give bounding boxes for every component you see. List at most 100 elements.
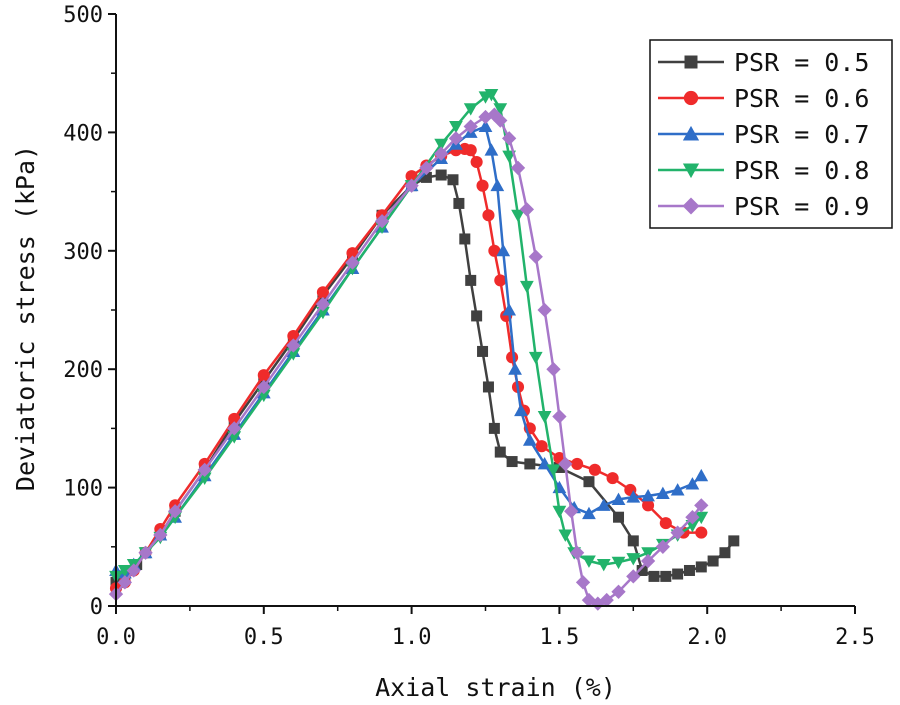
data-point bbox=[471, 310, 483, 322]
data-point bbox=[564, 504, 579, 519]
y-tick-label: 400 bbox=[63, 121, 103, 146]
x-axis-title: Axial strain (%) bbox=[375, 673, 616, 702]
data-point bbox=[537, 302, 552, 318]
data-point bbox=[695, 561, 707, 573]
data-point bbox=[374, 214, 390, 229]
data-point bbox=[569, 545, 585, 560]
data-point bbox=[558, 456, 573, 472]
data-point bbox=[640, 553, 656, 569]
data-point bbox=[419, 160, 434, 176]
data-point bbox=[588, 463, 601, 476]
data-point bbox=[728, 535, 740, 547]
data-point bbox=[670, 525, 685, 540]
data-point bbox=[453, 197, 465, 209]
legend-item-2: PSR = 0.6 bbox=[658, 84, 869, 113]
data-point bbox=[520, 280, 534, 294]
data-point bbox=[672, 568, 684, 580]
data-point bbox=[626, 553, 641, 566]
legend-marker bbox=[682, 125, 700, 141]
data-point bbox=[470, 155, 483, 169]
y-tick-label: 100 bbox=[63, 477, 103, 502]
data-point bbox=[694, 511, 709, 525]
data-point bbox=[448, 131, 464, 146]
data-point bbox=[613, 511, 625, 523]
legend-marker bbox=[682, 163, 700, 179]
y-axis-title: Deviatoric stress (kPa) bbox=[11, 145, 40, 491]
data-point bbox=[611, 492, 626, 505]
legend-item-1: PSR = 0.5 bbox=[658, 48, 869, 77]
data-point bbox=[685, 477, 700, 490]
data-point bbox=[552, 409, 567, 424]
data-point bbox=[535, 440, 548, 453]
x-tick-label: 2.0 bbox=[687, 625, 727, 650]
data-point bbox=[537, 411, 552, 424]
data-point bbox=[582, 506, 596, 520]
legend-label: PSR = 0.6 bbox=[734, 84, 869, 113]
data-point bbox=[611, 584, 626, 599]
data-point bbox=[459, 233, 471, 245]
data-point bbox=[167, 504, 183, 519]
data-point bbox=[582, 555, 596, 568]
data-point bbox=[641, 547, 655, 560]
legend-item-4: PSR = 0.8 bbox=[658, 156, 869, 185]
data-point bbox=[482, 381, 494, 393]
data-point bbox=[707, 555, 719, 567]
data-point bbox=[611, 556, 626, 570]
data-point bbox=[117, 575, 133, 590]
data-point bbox=[508, 362, 522, 375]
data-point bbox=[506, 456, 518, 468]
data-point bbox=[596, 559, 611, 572]
data-point bbox=[197, 462, 212, 477]
data-point bbox=[694, 468, 709, 482]
data-point bbox=[510, 160, 526, 176]
data-point bbox=[636, 564, 648, 576]
data-point bbox=[626, 569, 641, 584]
data-point bbox=[514, 403, 528, 417]
data-point bbox=[685, 519, 700, 533]
data-point bbox=[496, 243, 511, 257]
x-tick-label: 1.5 bbox=[540, 625, 580, 650]
data-point bbox=[153, 527, 168, 543]
data-point bbox=[626, 490, 641, 503]
data-point bbox=[599, 592, 614, 608]
data-point bbox=[571, 457, 584, 470]
legend-marker bbox=[682, 197, 700, 215]
data-point bbox=[546, 362, 561, 377]
x-tick-label: 0.0 bbox=[96, 625, 136, 650]
legend-label: PSR = 0.8 bbox=[734, 156, 869, 185]
data-point bbox=[648, 570, 660, 582]
data-point bbox=[528, 351, 543, 365]
data-point bbox=[522, 433, 537, 446]
data-point bbox=[583, 476, 595, 488]
data-point bbox=[447, 174, 459, 186]
data-point bbox=[315, 296, 331, 312]
data-point bbox=[494, 274, 507, 287]
legend-item-5: PSR = 0.9 bbox=[658, 192, 869, 221]
data-point bbox=[488, 244, 501, 257]
data-point bbox=[519, 202, 535, 217]
data-point bbox=[660, 570, 672, 582]
data-point bbox=[685, 510, 700, 525]
data-point bbox=[117, 564, 132, 578]
data-point bbox=[695, 526, 708, 539]
data-point bbox=[575, 575, 591, 590]
data-point bbox=[524, 458, 536, 470]
data-point bbox=[484, 143, 499, 156]
data-point bbox=[404, 178, 419, 193]
series-4 bbox=[109, 89, 709, 584]
data-point bbox=[655, 539, 671, 554]
data-point bbox=[126, 563, 141, 578]
plot-area bbox=[108, 89, 740, 611]
legend-marker bbox=[683, 90, 699, 106]
y-tick-label: 200 bbox=[63, 358, 103, 383]
data-point bbox=[606, 472, 619, 485]
data-point bbox=[488, 422, 500, 434]
y-tick-label: 500 bbox=[63, 3, 103, 28]
data-point bbox=[683, 564, 695, 576]
series-2 bbox=[109, 142, 708, 595]
series-line bbox=[115, 125, 703, 575]
data-point bbox=[642, 499, 655, 512]
data-point bbox=[449, 120, 463, 134]
data-point bbox=[257, 369, 270, 382]
